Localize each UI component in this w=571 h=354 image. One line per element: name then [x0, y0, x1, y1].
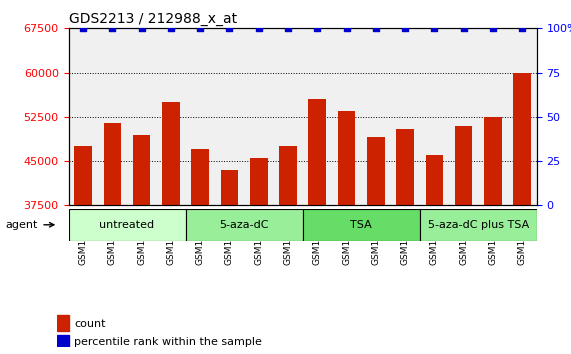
Point — [459, 25, 468, 31]
Point — [283, 25, 292, 31]
Bar — [191, 149, 209, 354]
Point — [108, 25, 117, 31]
Bar — [162, 102, 180, 354]
FancyArrowPatch shape — [44, 223, 54, 227]
Point — [166, 25, 175, 31]
Text: 5-aza-dC plus TSA: 5-aza-dC plus TSA — [428, 220, 529, 230]
Text: percentile rank within the sample: percentile rank within the sample — [74, 337, 262, 347]
Point — [137, 25, 146, 31]
Bar — [74, 146, 92, 354]
FancyBboxPatch shape — [69, 209, 186, 241]
Bar — [308, 99, 326, 354]
Point — [196, 25, 205, 31]
Point — [225, 25, 234, 31]
Point — [371, 25, 380, 31]
Bar — [250, 158, 267, 354]
Bar — [57, 335, 69, 350]
Point — [430, 25, 439, 31]
FancyBboxPatch shape — [186, 209, 303, 241]
Bar — [133, 135, 150, 354]
Point — [79, 25, 88, 31]
Bar — [279, 146, 297, 354]
Point — [517, 25, 526, 31]
Text: agent: agent — [5, 220, 38, 230]
Point — [342, 25, 351, 31]
Point — [254, 25, 263, 31]
Bar — [57, 315, 69, 331]
FancyBboxPatch shape — [303, 209, 420, 241]
Text: 5-aza-dC: 5-aza-dC — [219, 220, 269, 230]
Bar — [220, 170, 238, 354]
Bar — [484, 117, 501, 354]
Bar — [425, 155, 443, 354]
Point — [400, 25, 409, 31]
Text: untreated: untreated — [99, 220, 155, 230]
Bar — [455, 126, 472, 354]
Bar — [367, 137, 385, 354]
Text: GDS2213 / 212988_x_at: GDS2213 / 212988_x_at — [69, 12, 236, 26]
Bar — [103, 123, 121, 354]
Text: count: count — [74, 319, 106, 329]
Text: TSA: TSA — [350, 220, 372, 230]
Point — [313, 25, 322, 31]
Bar — [396, 129, 414, 354]
Point — [488, 25, 497, 31]
Bar — [337, 111, 355, 354]
Bar — [513, 73, 531, 354]
FancyBboxPatch shape — [420, 209, 537, 241]
